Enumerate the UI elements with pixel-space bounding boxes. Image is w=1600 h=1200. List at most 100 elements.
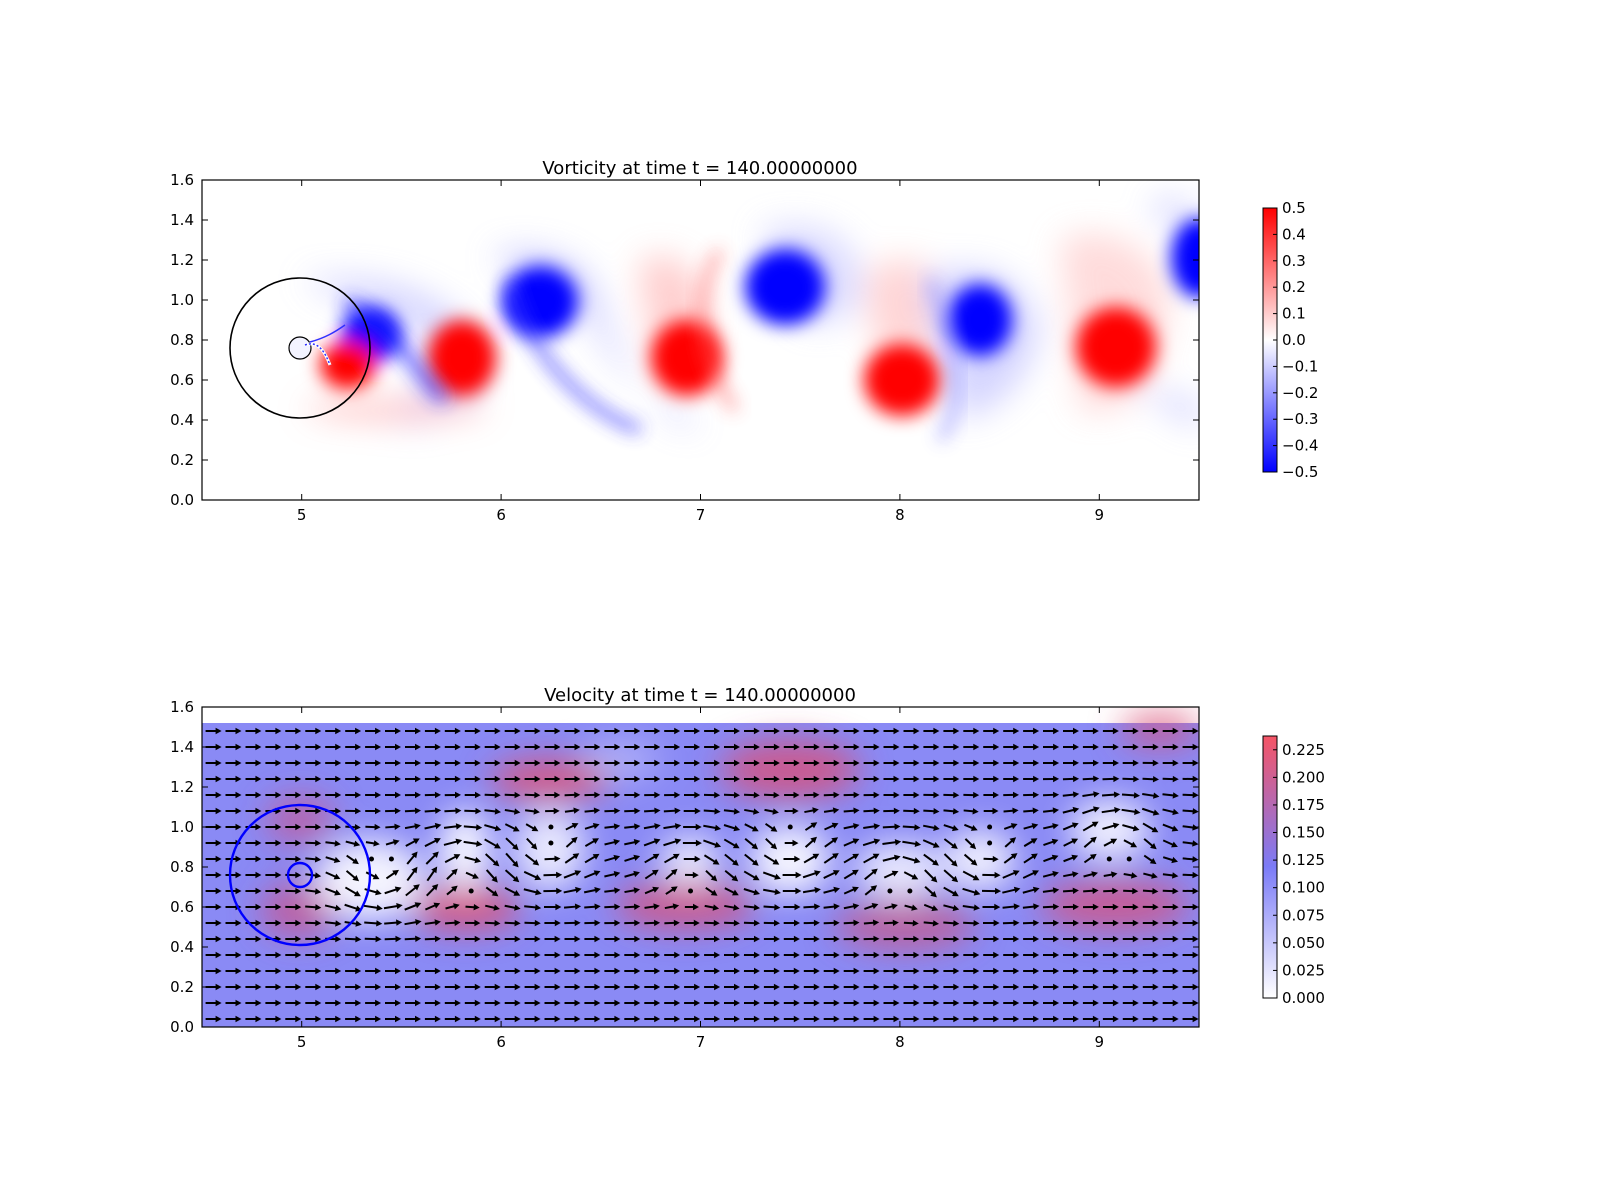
quiver-arrow (305, 872, 322, 879)
quiver-arrow (385, 983, 401, 991)
quiver-arrow (544, 855, 561, 862)
quiver-arrow (724, 999, 740, 1007)
quiver-arrow (265, 791, 282, 799)
colorbar-tick-label: −0.4 (1282, 437, 1318, 455)
quiver-arrow (325, 983, 342, 991)
quiver-arrow (863, 1015, 880, 1023)
quiver-arrow (644, 807, 661, 814)
quiver-arrow (923, 903, 939, 912)
quiver-arrow (404, 902, 422, 911)
quiver-arrow (1182, 903, 1199, 911)
quiver-arrow (684, 999, 701, 1007)
quiver-arrow (604, 951, 621, 959)
quiver-arrow (743, 888, 760, 896)
quiver-arrow (1142, 776, 1159, 783)
quiver-arrow (1142, 951, 1159, 959)
quiver-arrow (624, 791, 641, 799)
quiver-arrow (504, 727, 521, 735)
quiver-arrow (1162, 999, 1179, 1007)
quiver-arrow (563, 886, 582, 894)
quiver-arrow (883, 1015, 900, 1023)
quiver-arrow (484, 791, 501, 799)
quiver-arrow (205, 1015, 222, 1023)
quiver-arrow (484, 743, 501, 751)
quiver-arrow (484, 727, 501, 735)
quiver-arrow (385, 743, 401, 751)
quiver-arrow (385, 869, 399, 880)
quiver-arrow (504, 887, 521, 896)
quiver-arrow (1043, 791, 1060, 798)
y-tick-label: 0.2 (170, 451, 194, 469)
quiver-arrow (563, 870, 582, 879)
y-tick-label: 0.4 (170, 938, 194, 956)
quiver-arrow (504, 1015, 521, 1023)
quiver-arrow (762, 871, 781, 880)
velocity-colorbar (1262, 735, 1278, 999)
colorbar-tick-label: 0.175 (1282, 796, 1325, 814)
quiver-arrow (664, 919, 680, 927)
quiver-arrow (703, 854, 720, 865)
quiver-arrow (464, 983, 481, 991)
quiver-arrow (1162, 1015, 1179, 1023)
quiver-arrow (305, 935, 322, 943)
quiver-arrow (245, 791, 262, 799)
quiver-arrow (325, 967, 342, 975)
quiver-arrow (644, 791, 661, 799)
quiver-arrow (265, 743, 282, 751)
quiver-arrow (205, 903, 222, 911)
quiver-arrow (524, 951, 541, 959)
colorbar-tick-label: 0.0 (1282, 331, 1306, 349)
quiver-arrow (744, 743, 760, 751)
quiver-arrow (764, 791, 780, 799)
quiver-arrow (744, 823, 759, 832)
quiver-arrow (425, 851, 439, 865)
quiver-arrow (902, 856, 921, 864)
quiver-arrow (903, 871, 919, 880)
quiver-arrow (285, 807, 302, 815)
quiver-arrow (864, 885, 878, 896)
quiver-arrow (365, 983, 382, 991)
y-tick-label: 1.2 (170, 778, 194, 796)
quiver-arrow (823, 853, 839, 864)
quiver-arrow (245, 743, 262, 751)
quiver-arrow (1043, 743, 1060, 751)
quiver-arrow (763, 999, 780, 1007)
quiver-arrow (1063, 983, 1079, 991)
quiver-arrow (1182, 727, 1199, 735)
quiver-arrow (564, 983, 581, 991)
quiver-arrow (1162, 951, 1179, 959)
quiver-arrow (1101, 807, 1121, 814)
velocity-colorbar-ticks: 0.225 0.200 0.175 0.150 0.125 0.100 0.075 0.050… (1273, 741, 1325, 1007)
quiver-arrow (744, 727, 760, 735)
quiver-arrow (1162, 919, 1179, 927)
quiver-arrow (1182, 791, 1199, 799)
quiver-arrow (385, 839, 400, 846)
quiver-arrow (923, 951, 940, 959)
quiver-arrow (425, 902, 441, 911)
quiver-arrow (225, 791, 242, 799)
quiver-arrow (803, 743, 820, 751)
quiver-arrow (504, 743, 521, 751)
quiver-arrow (823, 775, 840, 783)
colorbar-tick-label: 0.225 (1282, 741, 1325, 759)
quiver-arrow (225, 871, 242, 879)
quiver-arrow (464, 935, 481, 943)
quiver-arrow (444, 935, 461, 943)
quiver-arrow (424, 999, 441, 1007)
quiver-arrow (1182, 775, 1199, 783)
quiver-arrow (1162, 887, 1179, 895)
quiver-arrow (285, 903, 302, 911)
quiver-arrow (683, 807, 701, 815)
quiver-arrow (225, 855, 242, 863)
quiver-arrow (903, 951, 920, 959)
quiver-arrow (245, 951, 262, 959)
quiver-arrow (484, 920, 501, 927)
quiver-arrow (325, 823, 342, 831)
quiver-arrow (943, 775, 960, 783)
quiver-arrow (943, 999, 960, 1007)
quiver-arrow (404, 919, 422, 926)
quiver-arrow (1043, 983, 1060, 991)
quiver-arrow (963, 727, 980, 735)
quiver-arrow (705, 887, 718, 896)
quiver-arrow (823, 967, 840, 975)
